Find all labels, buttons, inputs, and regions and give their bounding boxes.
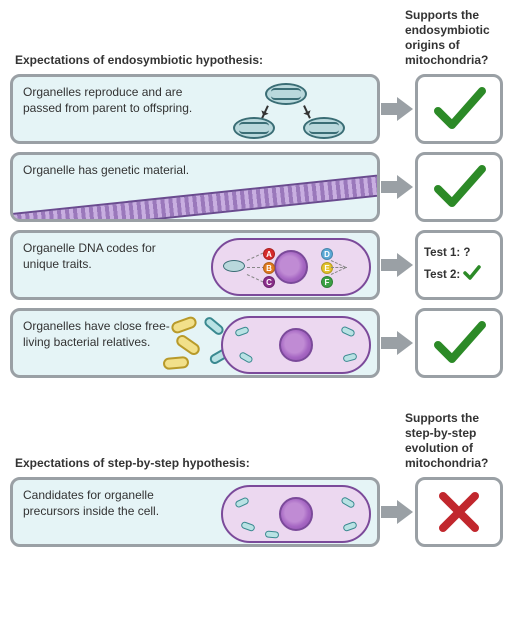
nucleus-icon xyxy=(279,328,313,362)
cell-icon xyxy=(221,485,371,543)
evidence-box: Organelles reproduce and are passed from… xyxy=(10,74,380,144)
mitochondrion-icon xyxy=(233,117,275,139)
heading-supports-step: Supports the step-by-step evolution of m… xyxy=(405,411,505,471)
evidence-row-4: Organelles have close free-living bacter… xyxy=(10,308,506,378)
nucleus-icon xyxy=(279,497,313,531)
mitochondrion-icon xyxy=(223,260,245,272)
thick-arrow-icon xyxy=(380,250,415,280)
evidence-text: Organelle DNA codes for unique traits. xyxy=(23,241,173,272)
cell-icon xyxy=(221,316,371,374)
result-box xyxy=(415,477,503,547)
check-icon xyxy=(430,319,488,367)
evidence-text: Organelles have close free-living bacter… xyxy=(23,319,173,350)
bacterium-icon xyxy=(174,333,202,358)
thick-arrow-icon xyxy=(380,328,415,358)
header-row-1: Expectations of endosymbiotic hypothesis… xyxy=(10,8,506,68)
cross-icon xyxy=(435,488,483,536)
mitochondrion-icon xyxy=(303,117,345,139)
check-icon xyxy=(430,85,488,133)
result-box xyxy=(415,74,503,144)
heading-stepbystep: Expectations of step-by-step hypothesis: xyxy=(15,456,405,471)
evidence-row-2: Organelle has genetic material. xyxy=(10,152,506,222)
check-icon xyxy=(463,265,481,281)
result-box: Test 1: ? Test 2: xyxy=(415,230,503,300)
evidence-box: Organelles have close free-living bacter… xyxy=(10,308,380,378)
mitochondrion-icon xyxy=(265,83,307,105)
evidence-row-1: Organelles reproduce and are passed from… xyxy=(10,74,506,144)
evidence-text: Candidates for organelle precursors insi… xyxy=(23,488,193,519)
cell-icon: A B C D E F xyxy=(211,238,371,296)
heading-supports-endo: Supports the endosymbiotic origins of mi… xyxy=(405,8,505,68)
infographic: Expectations of endosymbiotic hypothesis… xyxy=(0,0,516,563)
nucleus-icon xyxy=(274,250,308,284)
evidence-box: Candidates for organelle precursors insi… xyxy=(10,477,380,547)
check-icon xyxy=(430,163,488,211)
bacterium-icon xyxy=(170,315,199,335)
test1-label: Test 1: ? xyxy=(424,243,494,265)
header-row-2: Expectations of step-by-step hypothesis:… xyxy=(10,411,506,471)
evidence-row-3: Organelle DNA codes for unique traits. A… xyxy=(10,230,506,300)
evidence-row-5: Candidates for organelle precursors insi… xyxy=(10,477,506,547)
evidence-box: Organelle DNA codes for unique traits. A… xyxy=(10,230,380,300)
heading-endosymbiotic: Expectations of endosymbiotic hypothesis… xyxy=(15,53,405,68)
test2-label: Test 2: xyxy=(424,269,460,281)
evidence-box: Organelle has genetic material. xyxy=(10,152,380,222)
evidence-text: Organelle has genetic material. xyxy=(23,163,283,179)
thick-arrow-icon xyxy=(380,172,415,202)
evidence-text: Organelles reproduce and are passed from… xyxy=(23,85,208,116)
thick-arrow-icon xyxy=(380,94,415,124)
thick-arrow-icon xyxy=(380,497,415,527)
bacterium-icon xyxy=(163,356,190,370)
result-box xyxy=(415,308,503,378)
result-box xyxy=(415,152,503,222)
